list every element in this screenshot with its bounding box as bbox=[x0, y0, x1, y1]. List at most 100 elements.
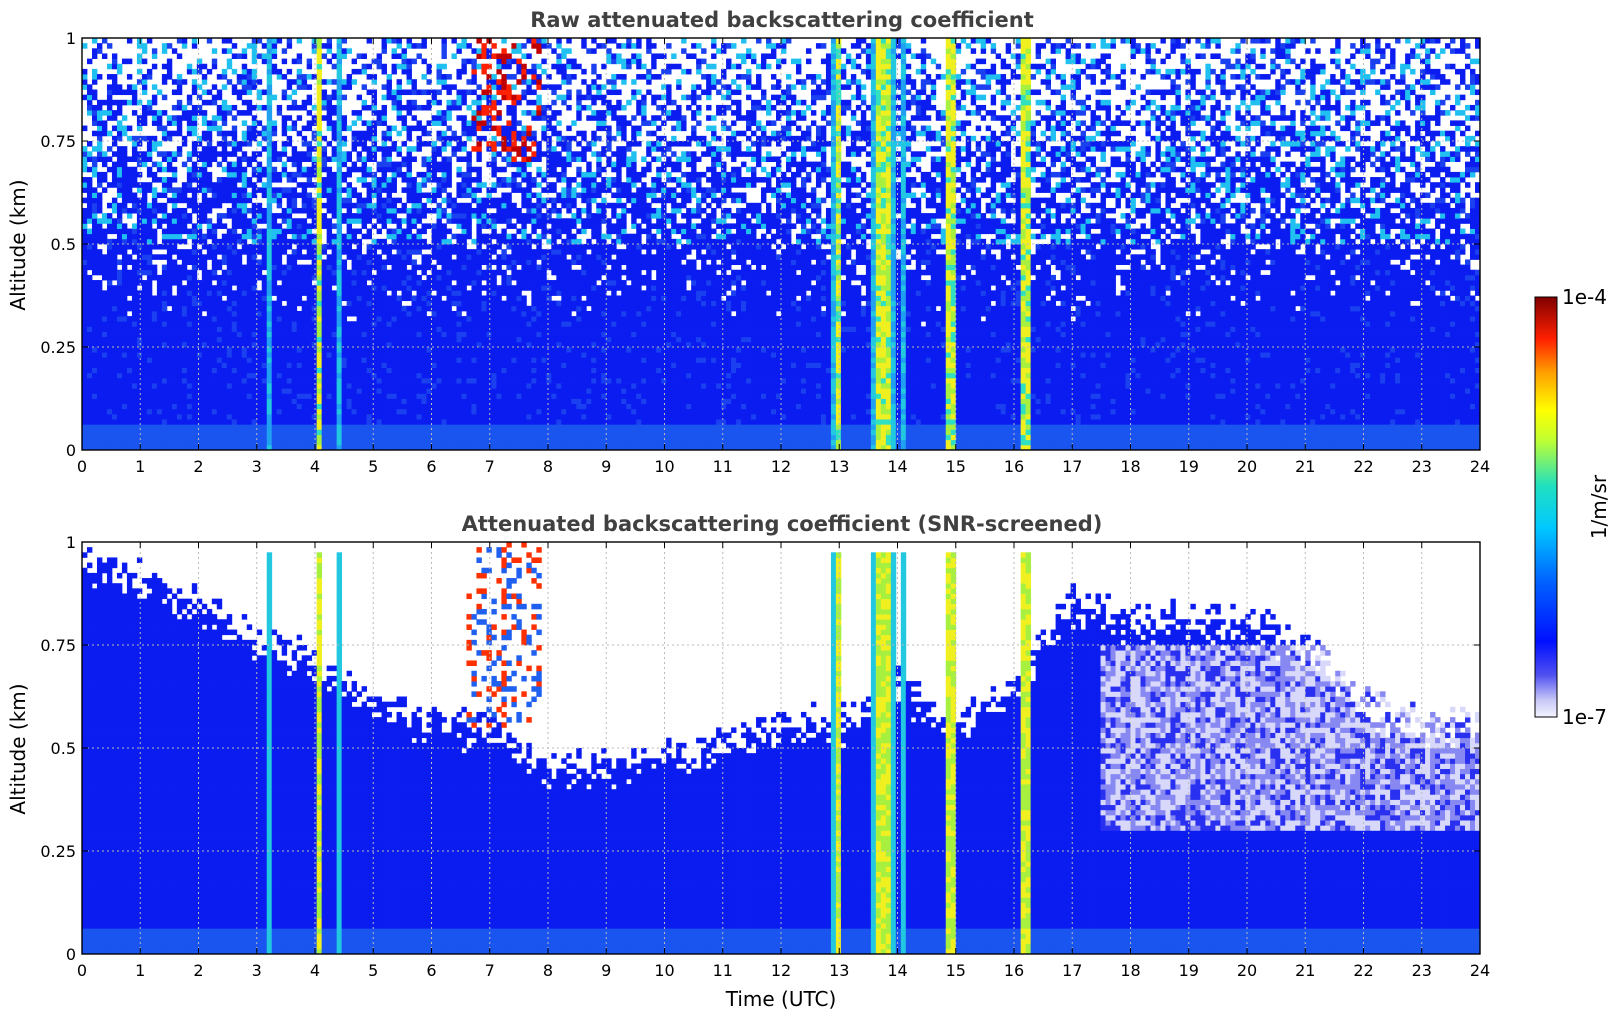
heatmap-cell bbox=[102, 259, 107, 265]
heatmap-cell bbox=[167, 337, 172, 343]
heatmap-cell bbox=[92, 208, 97, 214]
heatmap-cell bbox=[157, 409, 162, 415]
heatmap-cell bbox=[97, 100, 102, 106]
heatmap-cell bbox=[147, 296, 152, 302]
heatmap-cell bbox=[102, 316, 107, 322]
heatmap-cell bbox=[102, 254, 107, 260]
heatmap-cell bbox=[97, 249, 102, 255]
heatmap-cell bbox=[102, 399, 107, 405]
heatmap-cell bbox=[112, 223, 117, 229]
heatmap-cell bbox=[157, 208, 162, 214]
heatmap-cell bbox=[167, 404, 172, 410]
heatmap-cell bbox=[112, 182, 117, 188]
heatmap-cell bbox=[122, 404, 127, 410]
heatmap-cell bbox=[117, 64, 122, 70]
heatmap-cell bbox=[97, 229, 102, 235]
heatmap-cell bbox=[157, 316, 162, 322]
heatmap-cell bbox=[152, 435, 157, 441]
heatmap-cell bbox=[92, 285, 97, 291]
heatmap-cell bbox=[122, 193, 127, 199]
heatmap-cell bbox=[137, 296, 142, 302]
heatmap-cell bbox=[132, 285, 137, 291]
heatmap-cell bbox=[132, 84, 137, 90]
heatmap-cell bbox=[87, 435, 92, 441]
heatmap-cell bbox=[132, 399, 137, 405]
heatmap-cell bbox=[127, 321, 132, 327]
heatmap-cell bbox=[137, 182, 142, 188]
heatmap-cell bbox=[137, 203, 142, 209]
heatmap-cell bbox=[162, 285, 167, 291]
heatmap-cell bbox=[157, 218, 162, 224]
heatmap-cell bbox=[162, 347, 167, 353]
heatmap-cell bbox=[157, 141, 162, 147]
heatmap-cell bbox=[152, 229, 157, 235]
heatmap-cell bbox=[157, 290, 162, 296]
heatmap-cell bbox=[112, 203, 117, 209]
heatmap-cell bbox=[132, 352, 137, 358]
heatmap-cell bbox=[157, 393, 162, 399]
heatmap-cell bbox=[142, 193, 147, 199]
heatmap-cell bbox=[137, 316, 142, 322]
heatmap-cell bbox=[112, 84, 117, 90]
heatmap-cell bbox=[167, 213, 172, 219]
heatmap-cell bbox=[137, 409, 142, 415]
heatmap-cell bbox=[107, 321, 112, 327]
heatmap-cell bbox=[122, 347, 127, 353]
heatmap-cell bbox=[162, 156, 167, 162]
heatmap-cell bbox=[82, 223, 87, 229]
heatmap-cell bbox=[97, 259, 102, 265]
heatmap-cell bbox=[92, 362, 97, 368]
heatmap-cell bbox=[107, 229, 112, 235]
heatmap-cell bbox=[147, 213, 152, 219]
heatmap-cell bbox=[162, 326, 167, 332]
heatmap-cell bbox=[137, 435, 142, 441]
heatmap-cell bbox=[117, 373, 122, 379]
heatmap-cell bbox=[147, 378, 152, 384]
heatmap-cell bbox=[127, 337, 132, 343]
heatmap-cell bbox=[167, 229, 172, 235]
heatmap-cell bbox=[112, 435, 117, 441]
heatmap-cell bbox=[117, 435, 122, 441]
heatmap-cell bbox=[87, 234, 92, 240]
heatmap-cell bbox=[97, 270, 102, 276]
heatmap-cell bbox=[122, 59, 127, 65]
heatmap-cell bbox=[112, 399, 117, 405]
heatmap-cell bbox=[87, 311, 92, 317]
heatmap-cell bbox=[142, 43, 147, 49]
heatmap-cell bbox=[167, 249, 172, 255]
heatmap-cell bbox=[117, 177, 122, 183]
heatmap-cell bbox=[132, 249, 137, 255]
heatmap-cell bbox=[117, 187, 122, 193]
heatmap-cell bbox=[147, 110, 152, 116]
heatmap-cell bbox=[137, 388, 142, 394]
heatmap-cell bbox=[97, 368, 102, 374]
heatmap-cell bbox=[117, 337, 122, 343]
heatmap-cell bbox=[112, 347, 117, 353]
heatmap-cell bbox=[152, 141, 157, 147]
heatmap-cell bbox=[147, 332, 152, 338]
heatmap-cell bbox=[127, 326, 132, 332]
heatmap-cell bbox=[147, 182, 152, 188]
heatmap-cell bbox=[82, 285, 87, 291]
heatmap-cell bbox=[142, 249, 147, 255]
heatmap-cell bbox=[132, 357, 137, 363]
heatmap-cell bbox=[132, 141, 137, 147]
heatmap-cell bbox=[92, 229, 97, 235]
heatmap-cell bbox=[112, 306, 117, 312]
heatmap-cell bbox=[137, 404, 142, 410]
heatmap-cell bbox=[117, 326, 122, 332]
heatmap-cell bbox=[92, 259, 97, 265]
heatmap-cell bbox=[147, 357, 152, 363]
heatmap-cell bbox=[102, 332, 107, 338]
heatmap-cell bbox=[132, 404, 137, 410]
heatmap-cell bbox=[132, 177, 137, 183]
heatmap-cell bbox=[97, 151, 102, 157]
heatmap-cell bbox=[157, 311, 162, 317]
heatmap-cell bbox=[157, 378, 162, 384]
heatmap-cell bbox=[122, 311, 127, 317]
heatmap-cell bbox=[137, 259, 142, 265]
heatmap-cell bbox=[147, 285, 152, 291]
heatmap-cell bbox=[107, 311, 112, 317]
heatmap-cell bbox=[142, 435, 147, 441]
heatmap-cell bbox=[157, 383, 162, 389]
